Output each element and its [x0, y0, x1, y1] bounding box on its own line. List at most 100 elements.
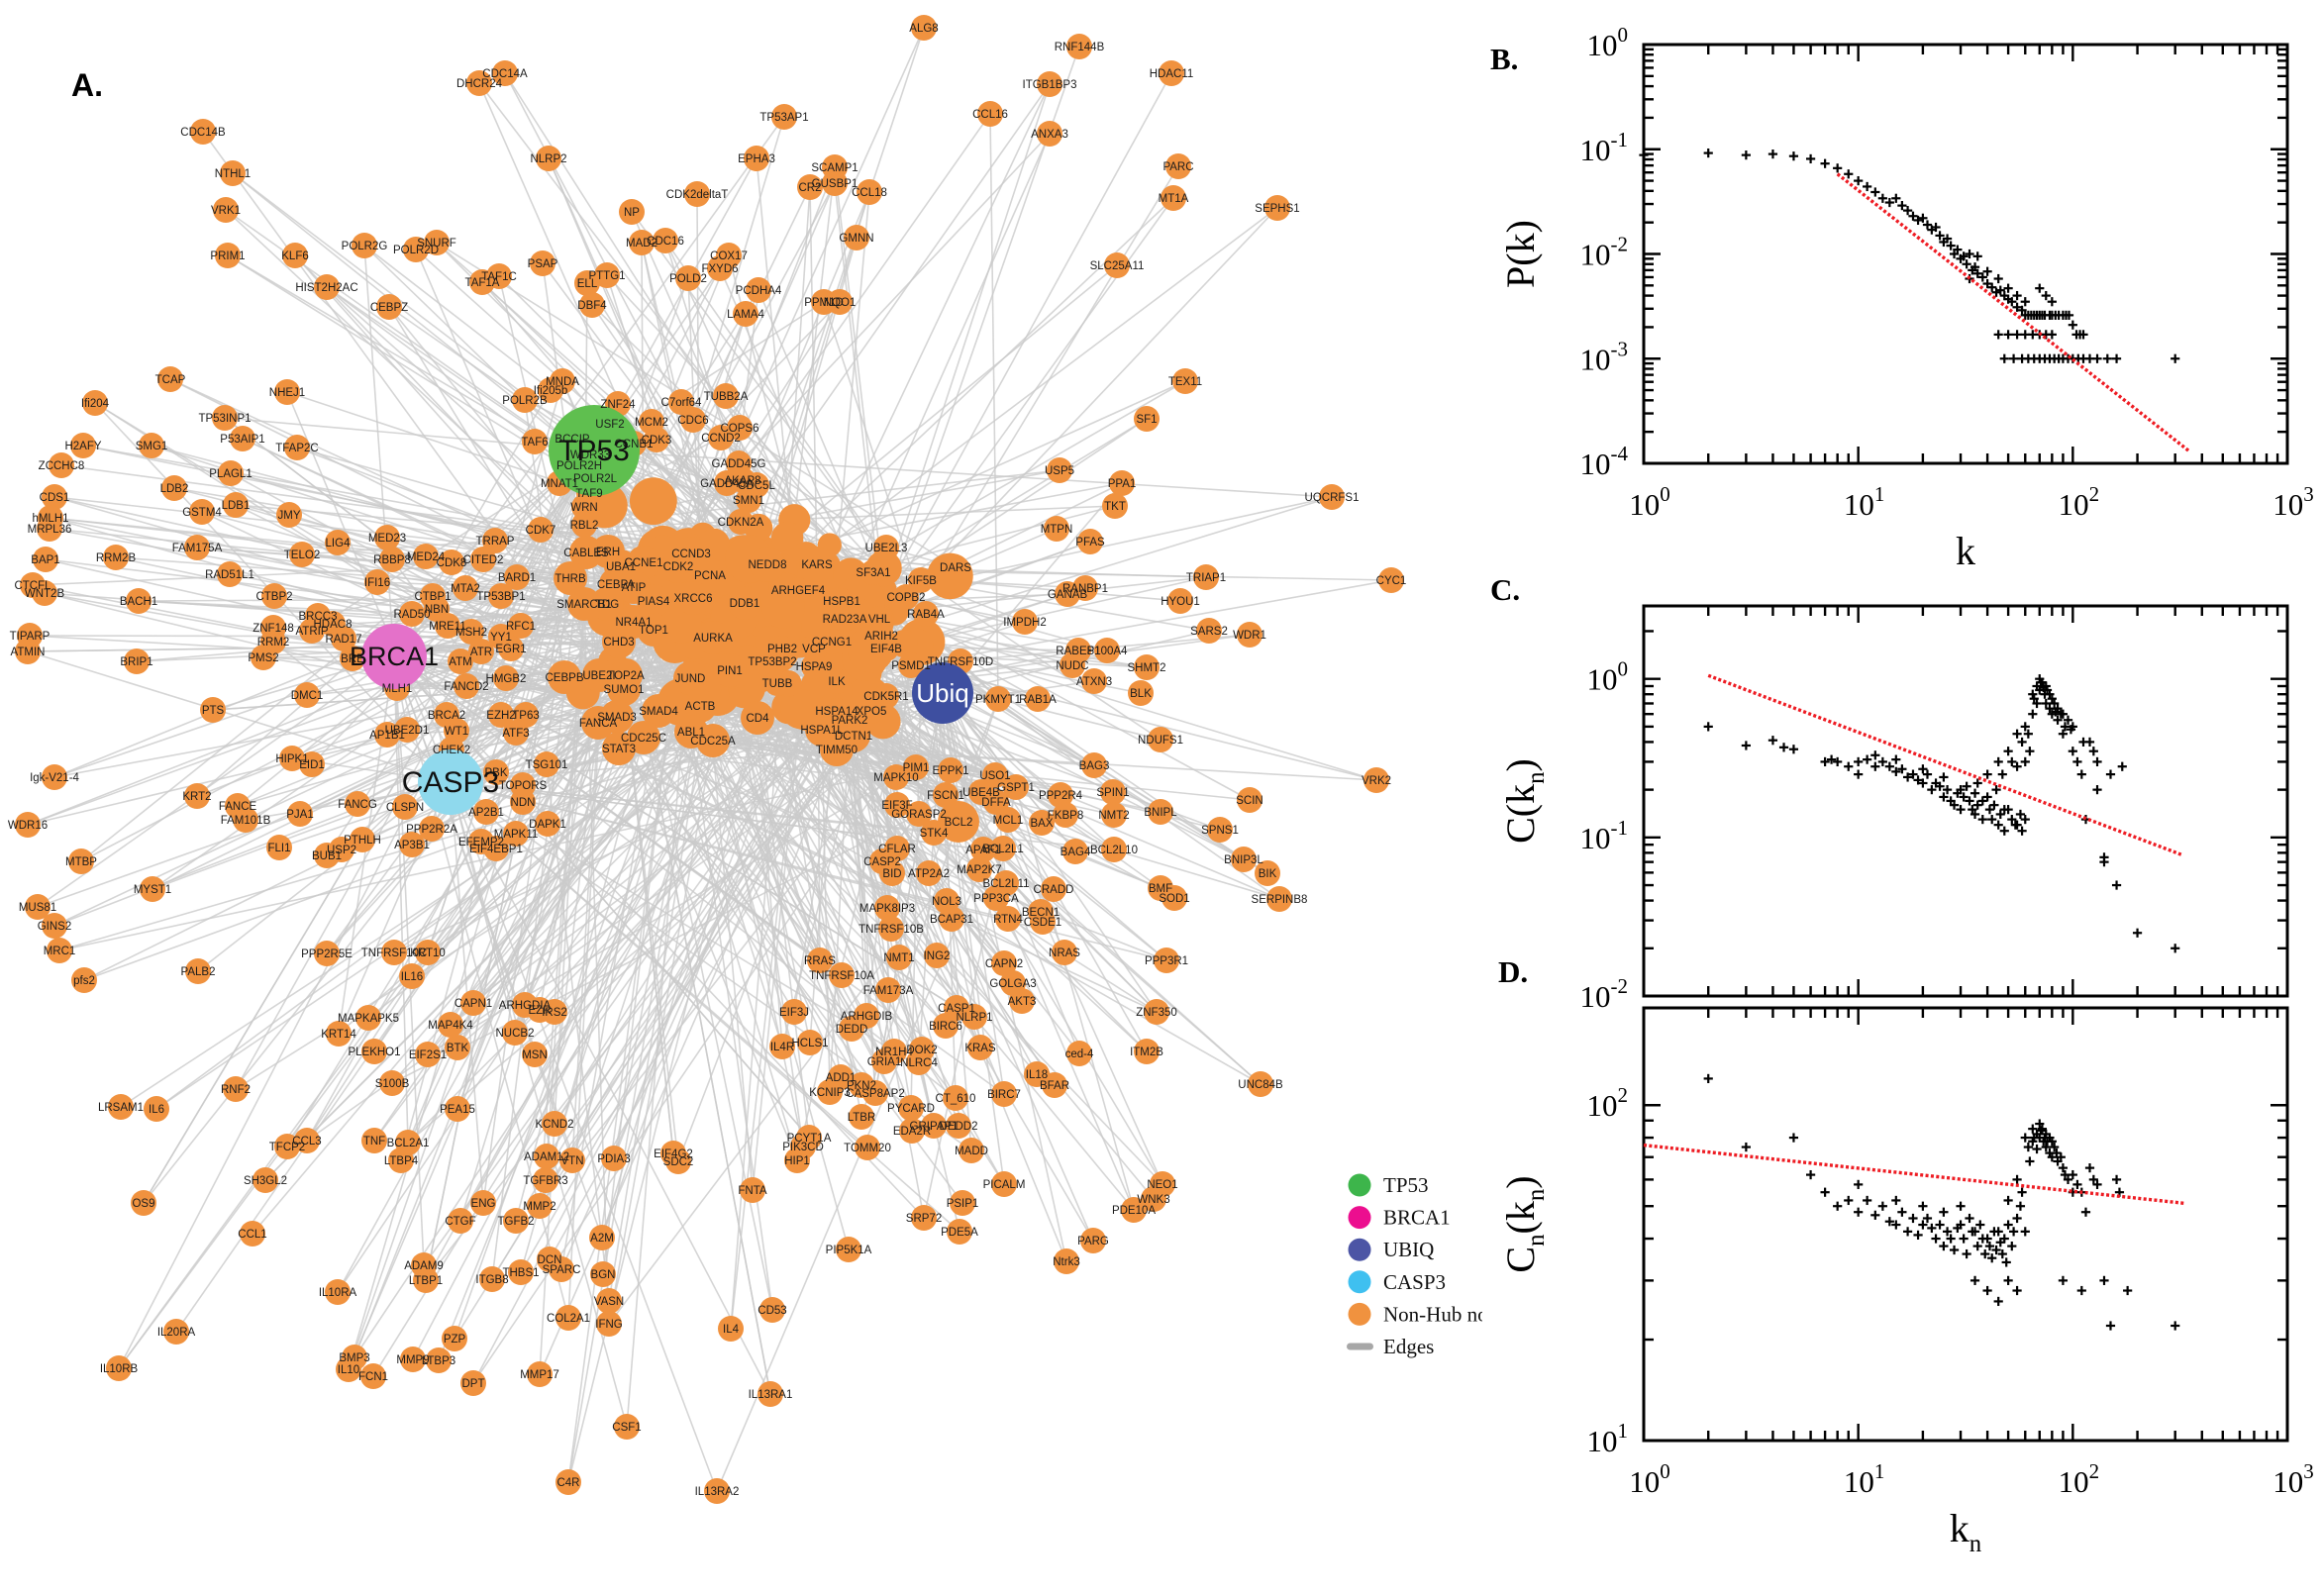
network-node-label: NUCB2	[496, 1028, 535, 1040]
network-node	[913, 601, 939, 627]
network-node-label: TNF	[363, 1136, 385, 1147]
network-node-label: CD53	[758, 1305, 786, 1317]
network-node-label: PPM1D	[804, 297, 844, 309]
network-node-label: KIF5B	[905, 575, 937, 587]
axis-title: C(kn)	[1498, 758, 1550, 844]
network-node	[1165, 153, 1191, 179]
network-node-label: EGR1	[495, 644, 526, 655]
network-node-label: NHEJ1	[269, 387, 305, 399]
network-node	[1030, 909, 1056, 935]
network-node-label: BIRC6	[929, 1021, 962, 1033]
network-node	[510, 789, 536, 815]
network-node-label: ATMIN	[11, 647, 46, 658]
network-node	[400, 1347, 426, 1372]
network-node-label: ATM	[449, 656, 471, 668]
network-node-label: FAM173A	[863, 985, 914, 997]
network-node-label: BNIPL	[1144, 807, 1177, 819]
network-node-label: TDG	[595, 599, 619, 611]
network-node	[1077, 529, 1103, 554]
network-node	[200, 697, 226, 723]
network-node-label: VHL	[868, 614, 891, 626]
network-legend: TP53 BRCA1 UBIQ CASP3 Non-Hub nodes Edges	[1347, 1173, 1482, 1358]
network-node	[139, 433, 164, 458]
network-node	[862, 1080, 888, 1106]
network-node-label: ATXN3	[1076, 676, 1112, 688]
network-node-label: GRIA1	[867, 1056, 902, 1068]
network-node	[274, 379, 300, 405]
network-node	[824, 668, 850, 694]
network-node-label: CDKN2A	[718, 517, 764, 529]
network-node	[106, 1355, 132, 1381]
network-node-label: UBE2D1	[385, 725, 430, 737]
network-node-label: SUMO1	[604, 684, 645, 696]
network-node-label: MNAT1	[541, 478, 578, 490]
network-node	[144, 1096, 169, 1122]
network-node	[424, 230, 450, 255]
network-node	[849, 1104, 874, 1130]
network-node	[674, 537, 708, 570]
network-node-label: TNFRSF10D	[928, 656, 993, 668]
network-node	[508, 1259, 534, 1285]
network-node	[873, 535, 899, 560]
network-node	[619, 199, 645, 225]
network-node	[1237, 622, 1262, 648]
network-node	[1003, 774, 1029, 800]
network-node-label: CTGF	[445, 1216, 475, 1228]
legend-edges-swatch	[1347, 1343, 1373, 1350]
axis-tick-label: 103	[2272, 482, 2314, 522]
network-node-label: IMPDH2	[1003, 617, 1046, 629]
network-node-label: VCP	[802, 644, 826, 655]
network-node	[995, 807, 1021, 833]
network-node-label: ZCCHC8	[39, 460, 85, 472]
network-node-label: POLR2B	[502, 395, 548, 407]
legend-label: TP53	[1383, 1173, 1429, 1197]
network-node	[683, 689, 717, 723]
hub-node-label: BRCA1	[350, 642, 439, 671]
network-node	[1066, 34, 1092, 59]
network-node	[548, 660, 581, 694]
network-node	[1255, 860, 1280, 886]
network-node	[25, 894, 50, 920]
network-node	[448, 1208, 473, 1234]
network-node	[911, 1205, 937, 1231]
network-node	[903, 754, 929, 780]
network-node	[448, 648, 473, 674]
network-node	[331, 626, 356, 651]
network-node-label: KRT14	[321, 1029, 356, 1041]
network-node-label: HIST2H2AC	[295, 282, 357, 294]
network-node-label: SMAD4	[639, 706, 678, 718]
network-node-label: TP53BP2	[748, 656, 796, 668]
network-node	[653, 228, 678, 253]
network-node-label: BRIP1	[120, 656, 152, 668]
network-node-label: LTBP4	[384, 1155, 419, 1167]
network-node-label: PIP5K1A	[826, 1245, 872, 1256]
network-node	[314, 843, 340, 868]
network-node-label: IL10RA	[319, 1287, 357, 1299]
network-node-label: RBBP8	[373, 554, 411, 566]
network-node-label: PTTG1	[588, 270, 625, 282]
network-node	[458, 619, 484, 645]
network-node-label: CDK5R1	[863, 691, 908, 703]
network-node-label: UBE2I	[582, 670, 615, 682]
network-node	[680, 407, 706, 433]
network-node	[873, 636, 899, 661]
network-node	[361, 1039, 387, 1064]
network-node	[590, 587, 624, 621]
network-node	[579, 292, 605, 318]
network-node-label: CASP2	[863, 856, 901, 868]
network-node	[218, 460, 244, 486]
network-node	[556, 1305, 581, 1331]
network-node-label: GSTM4	[182, 507, 222, 519]
network-node	[769, 1034, 795, 1059]
network-node-label: SPNS1	[1201, 825, 1239, 837]
network-node	[629, 230, 655, 255]
network-node	[213, 197, 239, 223]
network-node	[445, 1096, 470, 1122]
network-node-label: PYCARD	[887, 1103, 935, 1115]
network-node-label: MYST1	[134, 884, 171, 896]
network-node-label: RABEP1	[1056, 646, 1100, 657]
network-node-label: SPARC	[543, 1264, 581, 1276]
